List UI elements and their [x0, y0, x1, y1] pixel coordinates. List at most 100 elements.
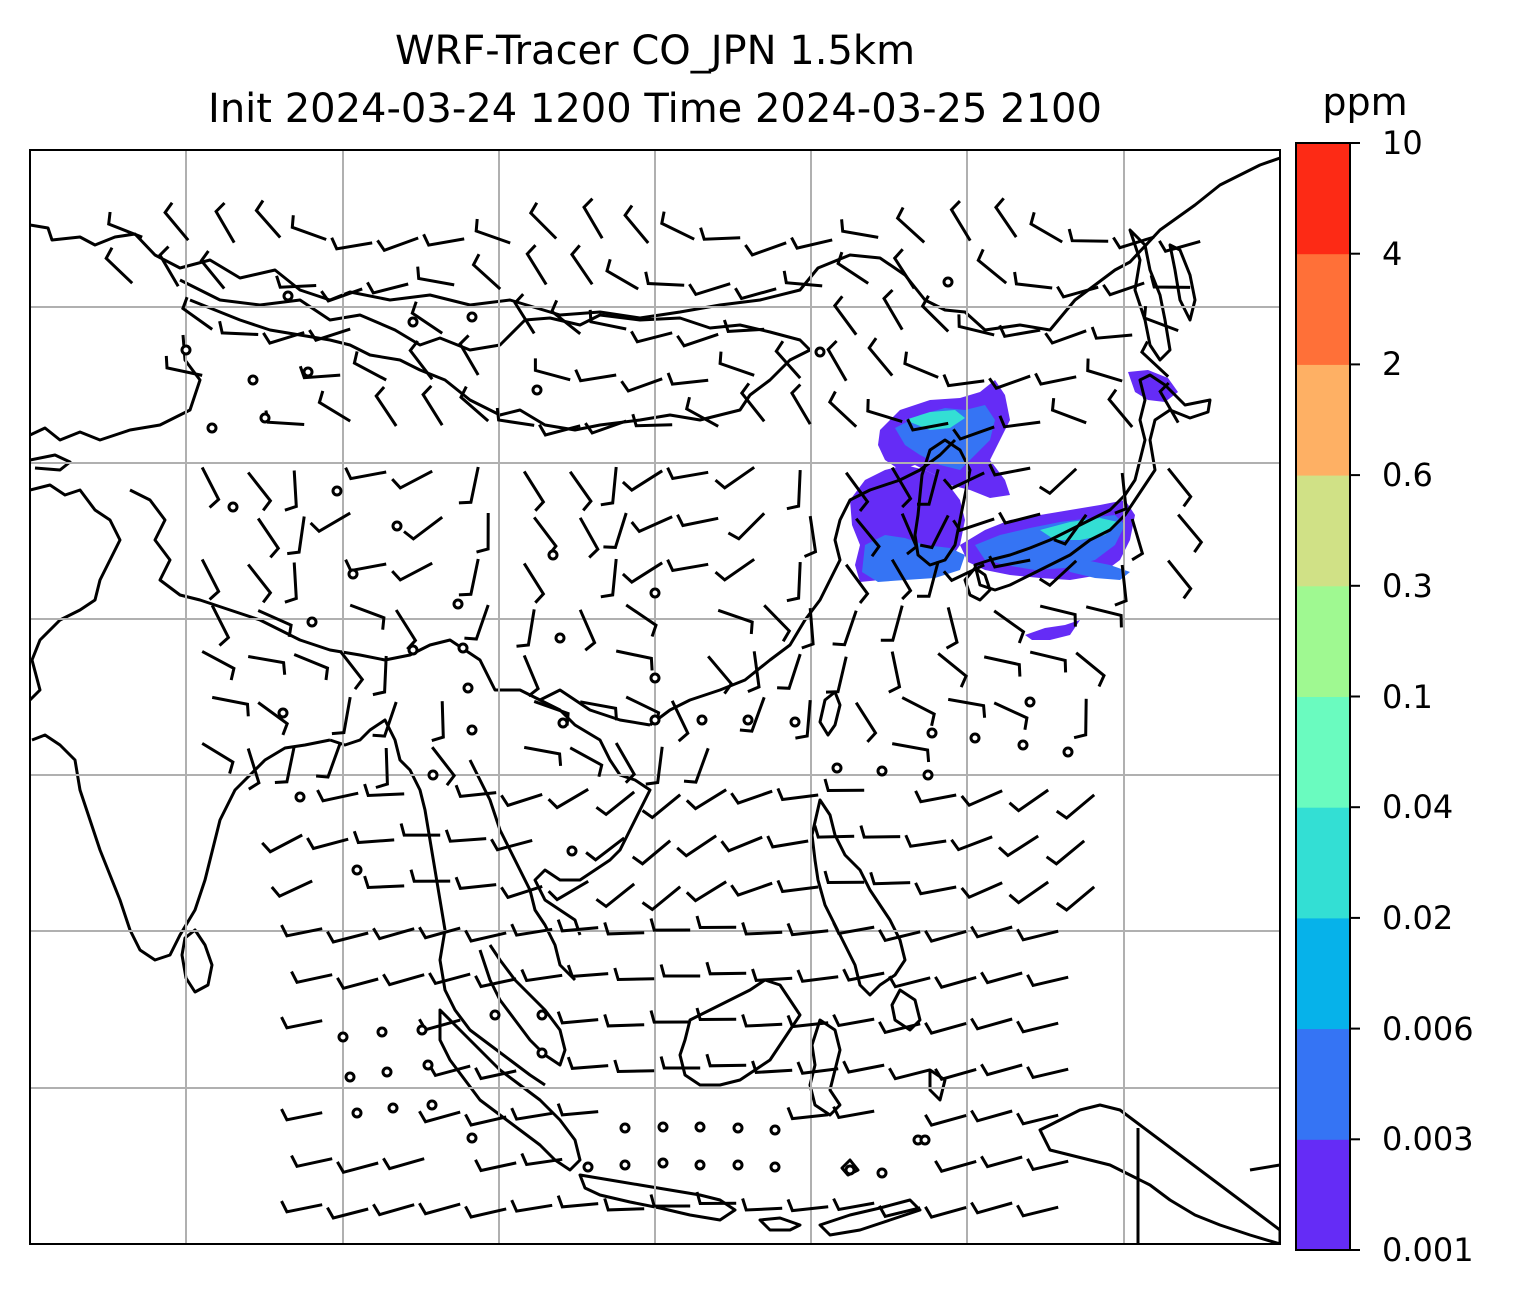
wind-barb: [832, 295, 858, 336]
calm-wind-marker: [387, 1102, 399, 1114]
wind-barb: [316, 789, 359, 803]
wind-barb: [556, 1195, 599, 1209]
wind-barb: [280, 1200, 323, 1214]
wind-barb: [336, 977, 379, 991]
calm-wind-marker: [554, 632, 566, 644]
wind-barb: [659, 1056, 701, 1070]
wind-barb: [513, 293, 536, 335]
colorbar-tick-label: 0.006: [1382, 1009, 1474, 1048]
wind-barb: [714, 466, 756, 490]
wind-barb: [823, 778, 865, 793]
calm-wind-marker: [416, 1024, 428, 1036]
wind-barb: [751, 968, 793, 982]
wind-barb: [284, 470, 298, 512]
wind-barb: [854, 701, 878, 743]
colorbar-segment: [1296, 364, 1350, 476]
wind-barb: [859, 825, 901, 839]
calm-wind-marker: [407, 316, 419, 328]
calm-wind-marker: [457, 642, 469, 654]
wind-barb: [878, 1205, 921, 1219]
wind-barb: [164, 355, 203, 377]
wind-barb: [695, 1191, 737, 1206]
wind-barb: [264, 410, 305, 426]
wind-barb: [210, 604, 231, 647]
calm-wind-marker: [391, 520, 403, 532]
wind-barb: [284, 562, 298, 604]
wind-barb: [403, 516, 444, 541]
wind-barb: [476, 512, 490, 554]
colorbar-segment: [1296, 917, 1350, 1030]
wind-barb: [331, 696, 352, 736]
wind-barb: [556, 1011, 599, 1025]
wind-barb: [1026, 1066, 1069, 1080]
wind-barb: [741, 922, 783, 936]
wind-barb: [888, 1067, 931, 1081]
wind-barb: [464, 1113, 507, 1127]
wind-barb: [993, 609, 1026, 644]
wind-barb: [867, 337, 894, 377]
wind-barb: [960, 789, 1003, 808]
calm-wind-marker: [206, 422, 218, 434]
calm-wind-circles: [180, 276, 1074, 1179]
wind-barb: [904, 834, 947, 848]
wind-barb: [605, 258, 639, 291]
wind-barb: [603, 921, 645, 936]
wind-barb: [720, 835, 763, 853]
wind-barb: [372, 701, 398, 738]
calm-wind-marker: [536, 1009, 548, 1021]
wind-barb: [613, 967, 655, 982]
wind-barb: [832, 921, 875, 936]
calm-wind-marker: [351, 864, 363, 876]
wind-barb: [372, 1203, 415, 1217]
calm-wind-marker: [769, 1161, 781, 1173]
wind-barb: [474, 975, 517, 989]
wind-barb: [257, 609, 293, 638]
wind-barb: [471, 253, 502, 291]
calm-wind-marker: [306, 616, 318, 628]
wind-barb: [891, 742, 931, 763]
wind-barb: [372, 655, 388, 697]
wind-barb: [630, 515, 673, 534]
wind-barb: [568, 470, 593, 512]
calm-wind-marker: [649, 672, 661, 684]
wind-barb: [1056, 285, 1099, 299]
colorbar-tick-label: 10: [1382, 124, 1423, 162]
wind-barb: [919, 514, 950, 550]
colorbar-segment: [1296, 807, 1350, 919]
wind-barb: [374, 386, 398, 427]
wind-barb: [741, 1014, 783, 1028]
wind-barb: [993, 701, 1029, 730]
wind-barb: [774, 340, 802, 380]
wind-barb: [950, 835, 993, 852]
wind-barb: [803, 515, 818, 558]
wind-barb: [786, 922, 829, 937]
wind-barb: [418, 926, 461, 940]
wind-barb: [641, 885, 682, 912]
wind-barb: [630, 330, 673, 344]
wind-barb: [621, 561, 664, 584]
wind-barb: [516, 609, 536, 648]
wind-barb: [842, 968, 885, 982]
wind-barb: [163, 201, 190, 242]
wind-barb: [615, 649, 654, 671]
calm-wind-marker: [831, 762, 843, 774]
wind-barb: [1073, 698, 1088, 740]
wind-barb: [550, 299, 582, 335]
wind-barb: [399, 823, 441, 837]
wind-barb: [1026, 974, 1069, 988]
wind-barb: [1167, 467, 1193, 508]
colorbar-tick-label: 0.1: [1382, 677, 1433, 716]
calm-wind-marker: [180, 344, 192, 356]
wind-barb: [739, 382, 766, 423]
calm-wind-marker: [876, 765, 888, 777]
wind-barb: [970, 1109, 1013, 1123]
wind-barb: [431, 701, 445, 743]
wind-barb: [1090, 326, 1133, 340]
wind-barb: [418, 1202, 461, 1216]
wind-barb: [866, 398, 903, 424]
wind-barb: [727, 512, 766, 541]
wind-barb: [1016, 1204, 1059, 1218]
wind-barb: [1029, 650, 1068, 673]
wind-barb: [888, 651, 902, 694]
